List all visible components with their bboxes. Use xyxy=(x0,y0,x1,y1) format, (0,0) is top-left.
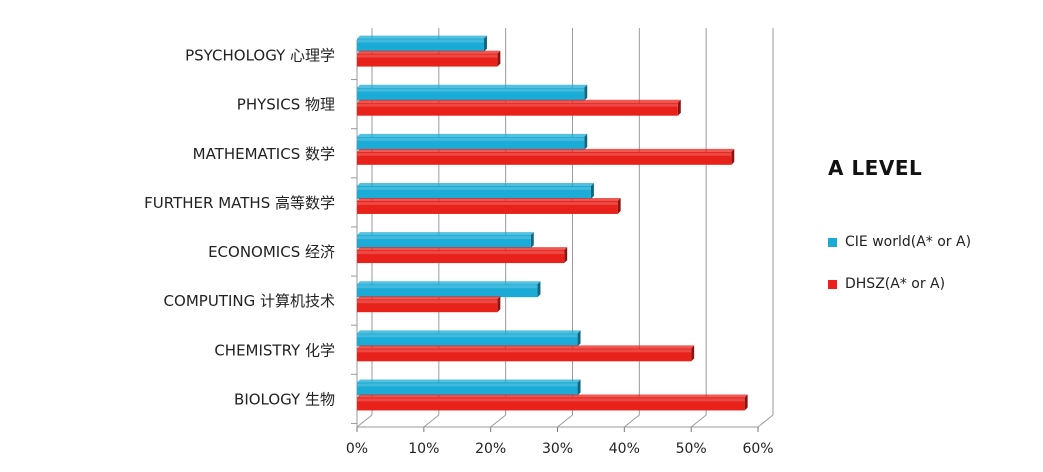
x-tick-label: 10% xyxy=(408,441,439,457)
legend-label-dhsz: DHSZ(A* or A) xyxy=(845,276,946,292)
category-label: CHEMISTRY 化学 xyxy=(214,341,335,359)
bar xyxy=(357,394,748,411)
x-tick-label: 0% xyxy=(346,441,368,457)
bar xyxy=(357,35,487,52)
legend-swatch-dhsz xyxy=(828,279,837,289)
legend-swatch-cie xyxy=(828,237,837,247)
category-label: MATHEMATICS 数学 xyxy=(193,145,335,163)
legend-item-cie: CIE world(A* or A) xyxy=(828,232,971,252)
x-tick-label: 30% xyxy=(542,441,573,457)
bar xyxy=(357,50,501,67)
category-label: PHYSICS 物理 xyxy=(237,96,335,114)
x-tick-label: 50% xyxy=(676,441,707,457)
bar xyxy=(357,379,581,396)
bar xyxy=(357,99,681,116)
bar xyxy=(357,133,588,150)
gridline-floor xyxy=(690,414,707,428)
category-label: BIOLOGY 生物 xyxy=(234,390,335,408)
legend: CIE world(A* or A) DHSZ(A* or A) xyxy=(828,232,971,316)
bar xyxy=(357,84,588,101)
bar xyxy=(357,232,534,249)
gridline-floor xyxy=(557,414,573,428)
category-label: PSYCHOLOGY 心理学 xyxy=(185,47,335,65)
category-label: ECONOMICS 经济 xyxy=(208,243,335,261)
gridline-floor xyxy=(624,414,640,428)
bar xyxy=(357,247,568,264)
bar xyxy=(357,148,735,165)
legend-label-cie: CIE world(A* or A) xyxy=(845,234,972,250)
bar xyxy=(357,182,594,199)
legend-item-dhsz: DHSZ(A* or A) xyxy=(828,274,971,294)
bar xyxy=(357,330,581,347)
bar xyxy=(357,345,695,362)
category-label: FURTHER MATHS 高等数学 xyxy=(144,194,335,212)
x-tick-label: 40% xyxy=(609,441,640,457)
category-label: COMPUTING 计算机技术 xyxy=(164,292,335,310)
bar xyxy=(357,296,501,313)
bar xyxy=(357,281,541,298)
gridline-floor xyxy=(423,414,440,428)
tick-labels: 0% 10% 20% 30% 40% 50% 60% xyxy=(346,441,774,457)
x-tick-label: 20% xyxy=(475,441,506,457)
gridline-floor xyxy=(490,414,506,428)
x-tick-label: 60% xyxy=(742,441,773,457)
bars xyxy=(357,35,748,411)
gridline-floor xyxy=(757,414,774,428)
gridline-floor xyxy=(356,414,373,428)
bar xyxy=(357,197,621,214)
chart-title: A LEVEL xyxy=(828,156,923,180)
category-labels: PSYCHOLOGY 心理学 PHYSICS 物理 MATHEMATICS 数学 FU… xyxy=(144,47,335,409)
